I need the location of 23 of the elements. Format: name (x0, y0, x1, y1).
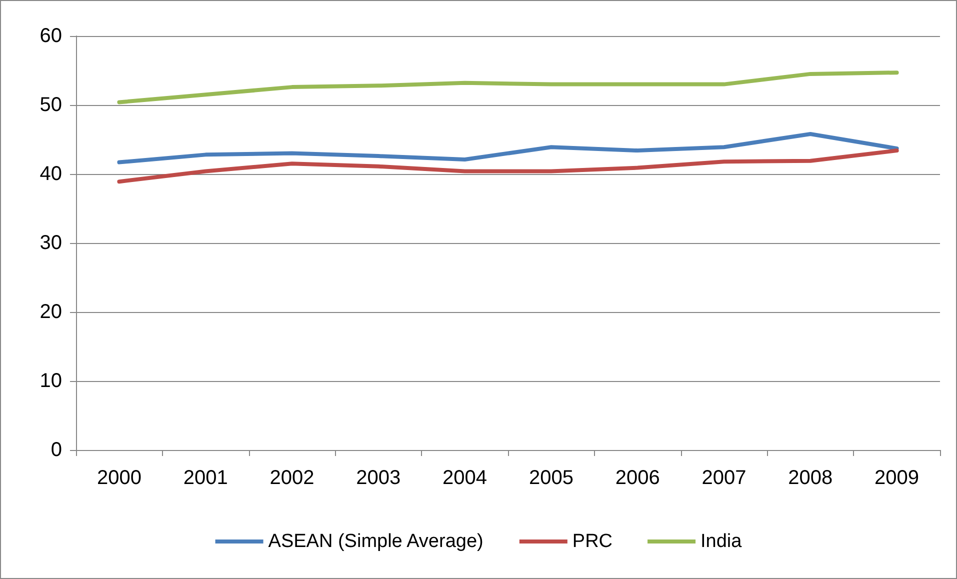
x-tick-label: 2009 (874, 467, 920, 489)
line-series (117, 132, 899, 164)
y-tick-label: 60 (40, 25, 62, 47)
y-tick-label: 0 (50, 439, 62, 461)
x-tick-label: 2002 (270, 467, 314, 489)
x-tick-label: 2005 (528, 467, 574, 489)
x-tick-label: 2008 (788, 467, 833, 489)
line-series (117, 70, 899, 104)
x-tick-label: 2007 (702, 467, 746, 489)
y-tick-label: 40 (40, 163, 62, 185)
legend-label: PRC (572, 531, 613, 552)
y-tick-label: 30 (40, 232, 62, 254)
x-tick-label: 2001 (183, 467, 228, 489)
y-tick-label: 50 (40, 94, 62, 116)
y-tick-label: 10 (40, 370, 62, 392)
line-series (117, 148, 899, 184)
legend-label: India (700, 531, 742, 552)
y-tick-label: 20 (40, 301, 62, 323)
x-tick-label: 2000 (96, 467, 142, 489)
x-tick-label: 2006 (615, 467, 660, 489)
x-tick-label: 2003 (356, 467, 401, 489)
legend-label: ASEAN (Simple Average) (268, 531, 484, 552)
x-tick-label: 2004 (442, 467, 488, 489)
